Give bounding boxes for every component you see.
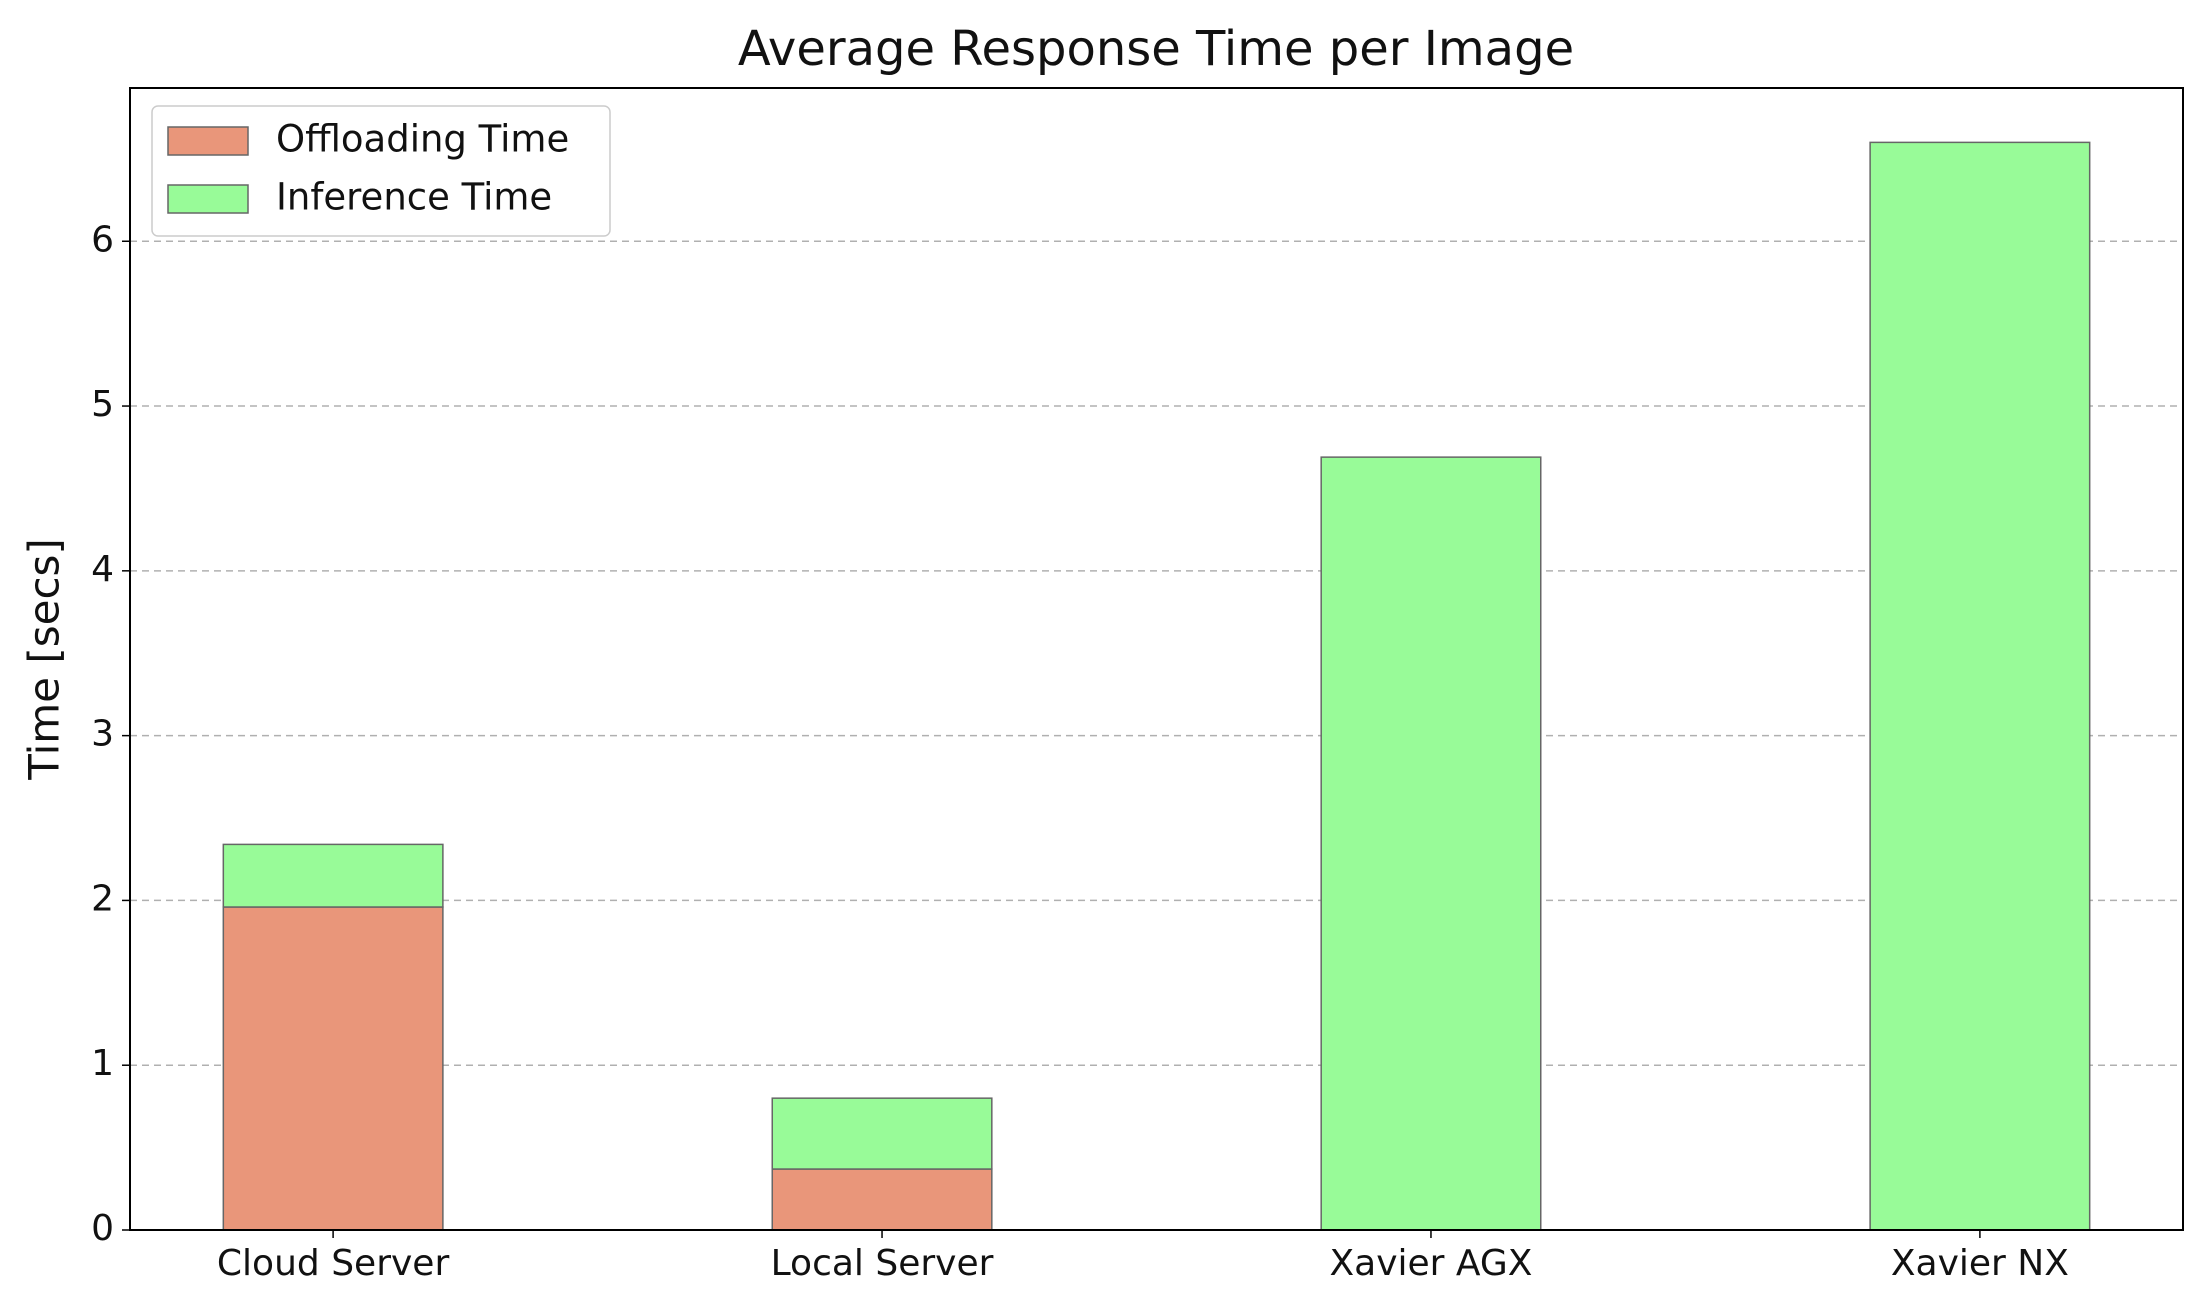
bar-segment	[771, 1168, 993, 1231]
y-tick-label: 4	[91, 549, 114, 590]
x-tick-label: Cloud Server	[217, 1243, 450, 1284]
plot-frame	[129, 87, 2184, 1231]
bar-segment	[222, 843, 444, 908]
y-tick-label: 0	[91, 1208, 114, 1249]
legend-frame	[151, 105, 611, 237]
legend-swatch	[167, 126, 249, 156]
y-axis-label: Time [secs]	[20, 538, 69, 781]
legend-label: Inference Time	[276, 176, 552, 219]
legend-swatch	[167, 184, 249, 214]
y-tick-label: 3	[91, 714, 114, 755]
legend: Offloading Time Inference Time	[151, 105, 611, 237]
y-tick-label: 5	[91, 384, 114, 425]
y-tick-label: 2	[91, 878, 114, 919]
bar-segment	[1869, 141, 2091, 1231]
x-tick-label: Local Server	[771, 1243, 994, 1284]
legend-label: Offloading Time	[276, 118, 569, 161]
bar-segment	[771, 1097, 993, 1170]
chart-title: Average Response Time per Image	[738, 21, 1574, 77]
y-tick-label: 1	[91, 1043, 114, 1084]
x-tick-label: Xavier NX	[1891, 1243, 2069, 1284]
x-tick-label: Xavier AGX	[1329, 1243, 1532, 1284]
y-tick-label: 6	[91, 219, 114, 260]
bar-segment	[222, 906, 444, 1231]
bar-segment	[1320, 456, 1542, 1231]
